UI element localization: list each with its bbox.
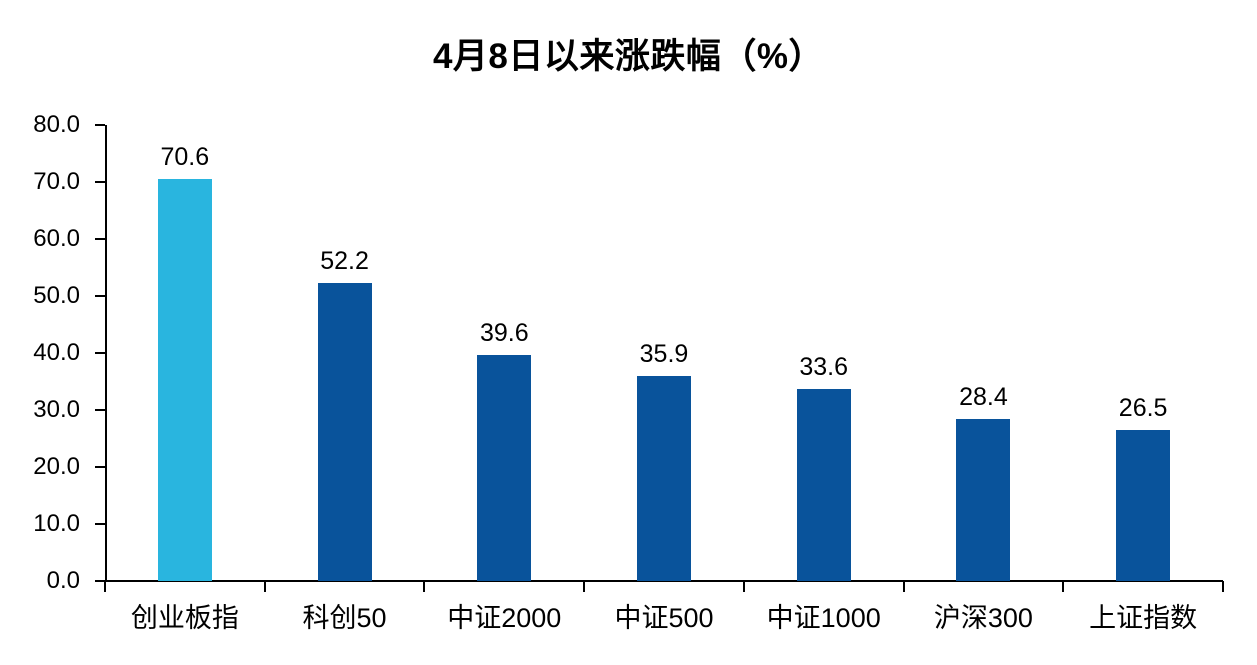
x-tick-mark — [263, 581, 266, 592]
category-label: 中证2000 — [447, 603, 562, 633]
y-tick-mark — [95, 523, 105, 525]
y-axis-tick-label: 0.0 — [46, 567, 80, 594]
chart-title: 4月8日以来涨跌幅（%） — [432, 37, 825, 76]
bar-value-label: 33.6 — [799, 353, 849, 382]
y-tick-mark — [95, 352, 105, 354]
category-label: 中证1000 — [766, 603, 881, 633]
bar-value-label: 26.5 — [1118, 393, 1168, 422]
bar — [157, 178, 212, 581]
y-tick-mark — [95, 409, 105, 411]
y-axis-line — [105, 125, 107, 581]
bar-value-label: 39.6 — [479, 319, 529, 348]
bar — [796, 389, 851, 581]
bar — [637, 376, 691, 581]
x-tick-mark — [1062, 581, 1065, 592]
y-axis-tick-label: 80.0 — [33, 111, 80, 138]
y-axis-tick-label: 40.0 — [33, 339, 80, 366]
bar — [956, 419, 1011, 581]
category-label: 沪深300 — [933, 603, 1033, 633]
y-tick-mark — [95, 295, 105, 297]
x-tick-mark — [423, 581, 426, 592]
bar — [1116, 429, 1171, 581]
y-axis-tick-label: 70.0 — [33, 168, 80, 195]
category-label: 创业板指 — [130, 603, 239, 633]
y-tick-mark — [95, 580, 105, 582]
bar — [317, 283, 372, 581]
x-tick-mark — [742, 581, 745, 592]
category-label: 科创50 — [302, 603, 387, 633]
x-tick-mark — [583, 581, 586, 592]
x-tick-mark — [104, 581, 106, 592]
bar-value-label: 35.9 — [639, 340, 689, 369]
x-tick-mark — [1222, 581, 1224, 592]
x-tick-mark — [902, 581, 905, 592]
y-axis-tick-label: 10.0 — [33, 510, 80, 537]
bar-value-label: 28.4 — [959, 383, 1008, 412]
bar-value-label: 52.2 — [320, 247, 369, 276]
category-label: 上证指数 — [1089, 603, 1198, 633]
y-axis-tick-label: 20.0 — [33, 453, 80, 480]
y-tick-mark — [95, 181, 105, 183]
y-tick-mark — [95, 238, 105, 240]
bar-value-label: 70.6 — [160, 142, 210, 171]
bar — [477, 355, 532, 581]
y-axis-tick-label: 30.0 — [33, 396, 80, 423]
y-axis-tick-label: 50.0 — [33, 282, 80, 309]
y-axis-tick-label: 60.0 — [33, 225, 80, 252]
y-tick-mark — [95, 466, 105, 468]
category-label: 中证500 — [614, 603, 714, 633]
x-axis-line — [105, 580, 1223, 582]
y-tick-mark — [95, 124, 105, 126]
